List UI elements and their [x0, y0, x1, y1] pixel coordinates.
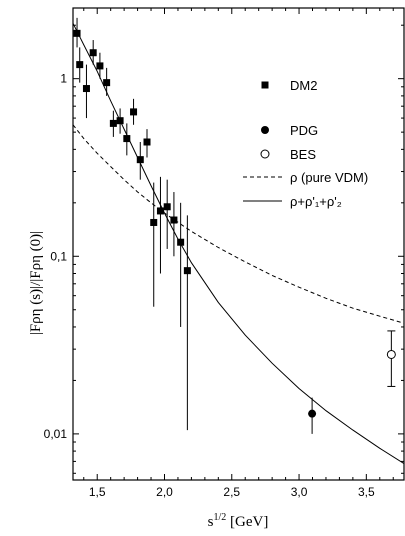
y-axis-title: |Fρη (s)|/|Fρη (0)| [28, 231, 44, 335]
data-point-dm2 [177, 238, 185, 246]
plot-frame [72, 7, 405, 481]
x-axis-title-base: s [208, 514, 214, 530]
data-point-dm2 [116, 117, 124, 125]
data-point-pdg [308, 409, 317, 418]
y-tick-label: 0,01 [44, 427, 68, 441]
error-bars-layer [76, 17, 396, 434]
data-point-dm2 [170, 216, 178, 224]
data-point-bes [386, 349, 396, 359]
legend-label-pure-vdm: ρ (pure VDM) [290, 170, 368, 185]
data-point-dm2 [82, 85, 90, 93]
x-tick-label: 3,0 [291, 485, 308, 499]
legend-marker-pdg [261, 126, 269, 134]
x-tick-label: 3,5 [358, 485, 375, 499]
data-point-dm2 [130, 108, 138, 116]
x-axis-title-unit: [GeV] [226, 514, 268, 530]
legend-marker-dm2 [261, 81, 269, 89]
legend-label-bes: BES [290, 147, 316, 162]
data-point-dm2 [73, 29, 81, 37]
y-tick-label: 1 [60, 72, 67, 86]
data-point-dm2 [109, 119, 117, 127]
data-point-dm2 [96, 62, 104, 70]
data-point-dm2 [183, 267, 191, 275]
ticks-layer: 1,5 2,0 2,5 3,0 3,5 1 0,1 0,01 [44, 8, 404, 499]
data-point-dm2 [163, 203, 171, 211]
legend-label-pdg: PDG [290, 123, 318, 138]
data-points-layer [73, 29, 396, 418]
y-tick-label: 0,1 [50, 249, 67, 263]
x-axis-title-sup: 1/2 [213, 512, 226, 523]
data-point-dm2 [150, 218, 158, 226]
legend: DM2 PDG BES ρ (pure VDM) ρ+ρ'₁+ρ'₂ [243, 78, 368, 209]
data-point-dm2 [103, 79, 111, 87]
legend-marker-bes [260, 149, 270, 159]
data-point-dm2 [136, 156, 144, 164]
curve-pure-vdm [73, 124, 404, 324]
x-axis-title: s1/2 [GeV] [208, 512, 269, 530]
data-point-dm2 [156, 207, 164, 215]
data-point-dm2 [76, 61, 84, 69]
x-tick-label: 2,5 [223, 485, 240, 499]
data-point-dm2 [123, 135, 131, 143]
legend-label-dm2: DM2 [290, 78, 317, 93]
curve-rho-sum [73, 23, 404, 465]
curves-layer [73, 23, 404, 465]
legend-label-rho-sum: ρ+ρ'₁+ρ'₂ [290, 194, 342, 209]
x-tick-label: 2,0 [156, 485, 173, 499]
data-point-dm2 [89, 49, 97, 57]
x-tick-label: 1,5 [89, 485, 106, 499]
data-point-dm2 [143, 138, 151, 146]
